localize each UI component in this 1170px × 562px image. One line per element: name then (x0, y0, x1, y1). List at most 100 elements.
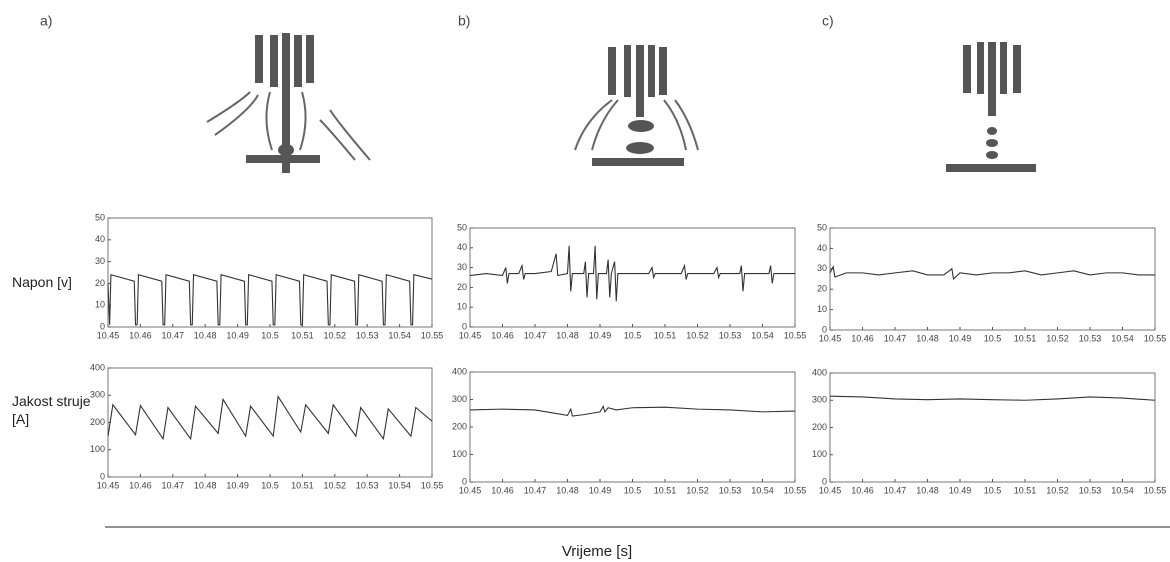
x-tick-label: 10.53 (356, 480, 379, 490)
x-tick-label: 10.55 (1144, 333, 1167, 343)
x-axis-title: Vrijeme [s] (562, 543, 632, 560)
x-tick-label: 10.49 (226, 330, 249, 340)
x-tick-label: 10.48 (556, 330, 579, 340)
x-tick-label: 10.46 (851, 485, 874, 495)
x-tick-label: 10.46 (851, 333, 874, 343)
x-tick-label: 10.48 (194, 480, 217, 490)
x-tick-label: 10.49 (589, 330, 612, 340)
plot-frame (107, 367, 433, 478)
y-tick-label: 0 (100, 321, 105, 331)
plot-frame (829, 372, 1156, 483)
y-tick-label: 30 (95, 256, 105, 266)
x-tick-label: 10.49 (949, 485, 972, 495)
y-tick-label: 10 (95, 300, 105, 310)
y-tick-label: 400 (812, 367, 827, 377)
x-tick-label: 10.47 (884, 333, 907, 343)
x-tick-label: 10.53 (1079, 333, 1102, 343)
y-tick-label: 40 (817, 243, 827, 253)
x-tick-label: 10.53 (719, 485, 742, 495)
y-tick-label: 40 (95, 234, 105, 244)
y-tick-label: 0 (822, 476, 827, 486)
x-tick-label: 10.55 (1144, 485, 1167, 495)
x-tick-label: 10.45 (459, 485, 482, 495)
panel-label: c) (822, 13, 834, 29)
x-tick-label: 10.52 (686, 485, 709, 495)
x-tick-label: 10.51 (654, 330, 677, 340)
x-tick-label: 10.47 (162, 480, 185, 490)
y-tick-label: 50 (457, 222, 467, 232)
x-tick-label: 10.45 (819, 485, 842, 495)
y-tick-label: 10 (817, 304, 827, 314)
x-tick-label: 10.55 (421, 330, 444, 340)
y-tick-label: 50 (95, 212, 105, 222)
x-tick-label: 10.52 (324, 330, 347, 340)
x-tick-label: 10.48 (916, 333, 939, 343)
x-tick-label: 10.47 (524, 485, 547, 495)
x-tick-label: 10.46 (129, 480, 152, 490)
x-tick-label: 10.47 (884, 485, 907, 495)
y-tick-label: 100 (90, 444, 105, 454)
y-tick-label: 400 (452, 366, 467, 376)
y-tick-label: 50 (817, 222, 827, 232)
x-tick-label: 10.46 (129, 330, 152, 340)
illustration-a (206, 33, 371, 173)
x-tick-label: 10.51 (1014, 485, 1037, 495)
x-tick-label: 10.49 (589, 485, 612, 495)
x-tick-label: 10.48 (916, 485, 939, 495)
x-tick-label: 10.54 (388, 330, 411, 340)
y-tick-label: 10 (457, 302, 467, 312)
y-tick-label: 30 (817, 263, 827, 273)
data-line (107, 273, 433, 326)
x-tick-label: 10.5 (261, 330, 279, 340)
x-tick-label: 10.53 (356, 330, 379, 340)
x-tick-label: 10.52 (1046, 333, 1069, 343)
data-line (469, 405, 796, 417)
plot-frame (469, 371, 796, 483)
y-tick-label: 200 (90, 417, 105, 427)
x-tick-label: 10.54 (751, 330, 774, 340)
y-tick-label: 100 (812, 449, 827, 459)
y-tick-label: 100 (452, 449, 467, 459)
y-tick-label: 300 (452, 394, 467, 404)
x-tick-label: 10.54 (388, 480, 411, 490)
x-tick-label: 10.45 (97, 480, 120, 490)
x-tick-label: 10.5 (624, 330, 642, 340)
y-tick-label: 0 (462, 321, 467, 331)
row-label: Napon [v] (12, 274, 72, 290)
y-tick-label: 200 (812, 422, 827, 432)
x-tick-label: 10.54 (1111, 333, 1134, 343)
x-tick-label: 10.45 (819, 333, 842, 343)
x-tick-label: 10.52 (324, 480, 347, 490)
y-tick-label: 20 (95, 278, 105, 288)
x-tick-label: 10.55 (421, 480, 444, 490)
y-tick-label: 200 (452, 421, 467, 431)
panel-label: b) (458, 13, 470, 29)
x-tick-label: 10.48 (194, 330, 217, 340)
y-tick-label: 300 (90, 390, 105, 400)
y-tick-label: 300 (812, 395, 827, 405)
x-tick-label: 10.45 (459, 330, 482, 340)
y-tick-label: 20 (817, 284, 827, 294)
x-tick-label: 10.47 (162, 330, 185, 340)
x-tick-label: 10.46 (491, 485, 514, 495)
x-tick-label: 10.49 (226, 480, 249, 490)
data-line (829, 265, 1155, 281)
x-tick-label: 10.47 (524, 330, 547, 340)
x-tick-label: 10.5 (624, 485, 642, 495)
x-tick-label: 10.51 (654, 485, 677, 495)
x-tick-label: 10.51 (1014, 333, 1037, 343)
data-line (107, 395, 433, 441)
plot-frame (829, 227, 1156, 331)
illustration-c (946, 42, 1036, 172)
x-tick-label: 10.49 (949, 333, 972, 343)
y-tick-label: 0 (462, 476, 467, 486)
x-tick-label: 10.46 (491, 330, 514, 340)
x-tick-label: 10.5 (261, 480, 279, 490)
x-tick-label: 10.53 (1079, 485, 1102, 495)
illustration-b (574, 45, 699, 166)
x-tick-label: 10.55 (784, 485, 807, 495)
x-tick-label: 10.45 (97, 330, 120, 340)
x-tick-label: 10.54 (1111, 485, 1134, 495)
